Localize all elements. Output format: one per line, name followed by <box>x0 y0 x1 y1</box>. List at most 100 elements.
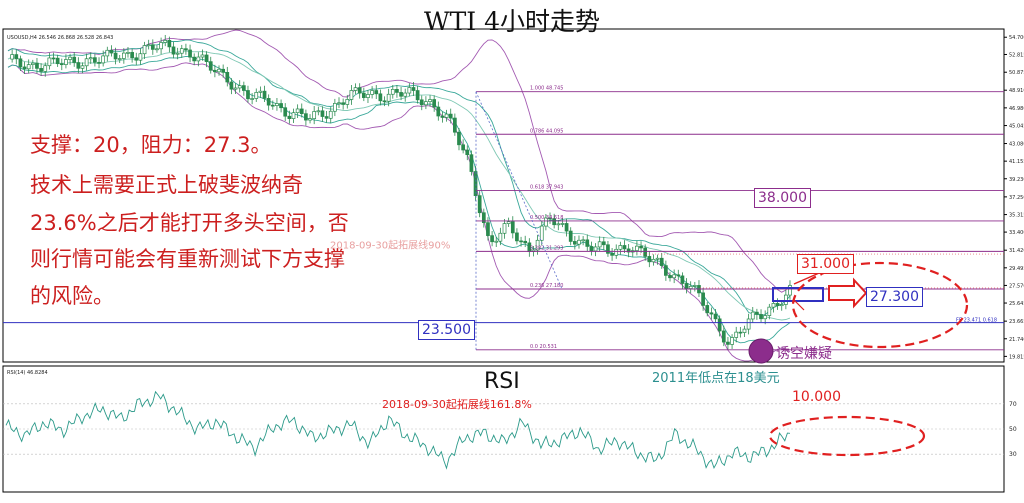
candle-body <box>395 88 399 93</box>
candle-body <box>651 258 656 263</box>
candle-body <box>184 48 188 51</box>
low-2011-note: 2011年低点在18美元 <box>652 371 780 386</box>
fe-label: FE 23.471 0.618 <box>956 318 997 324</box>
candle-body <box>424 101 428 106</box>
candle-body <box>730 337 734 345</box>
candle-body <box>734 331 739 338</box>
candle-body <box>461 144 465 151</box>
candle-body <box>535 239 540 251</box>
candle-body <box>664 265 668 276</box>
commentary-line-1: 支撑：20，阻力：27.3。 <box>30 133 272 157</box>
candle-body <box>742 328 747 333</box>
commentary-line-3: 23.6%之后才能打开多头空间，否 <box>30 211 349 235</box>
candle-body <box>270 104 275 107</box>
candle-body <box>755 311 759 315</box>
price-axis-label: 52.815 <box>1009 52 1024 58</box>
candle-body <box>68 56 72 60</box>
price-axis-label: 50.875 <box>1009 70 1024 76</box>
candle-body <box>453 117 457 133</box>
candle-body <box>473 171 478 196</box>
candle-body <box>217 68 221 73</box>
candle-body <box>498 232 503 242</box>
candle-body <box>444 113 449 118</box>
trap-marker-icon <box>748 338 774 364</box>
candle-body <box>134 57 139 61</box>
downside-arrow-line <box>793 299 805 311</box>
inner-upper-band <box>7 39 791 316</box>
candle-body <box>577 239 581 245</box>
commentary-line-4: 则行情可能会有重新测试下方支撑 <box>30 247 345 271</box>
candle-body <box>10 54 14 60</box>
commentary-line-2: 技术上需要正式上破斐波纳奇 <box>30 173 303 197</box>
candle-body <box>279 103 283 109</box>
rsi-axis-label: 30 <box>1009 451 1017 458</box>
price-axis-label: 31.420 <box>1009 248 1024 254</box>
candle-body <box>93 57 97 63</box>
candle-body <box>312 111 317 120</box>
candle-body <box>208 61 213 71</box>
candle-body <box>688 285 693 289</box>
candle-body <box>163 40 168 43</box>
inner-lower-band <box>7 55 791 344</box>
candle-body <box>337 102 341 105</box>
candle-body <box>419 99 424 106</box>
candle-body <box>246 90 250 100</box>
candle-body <box>775 303 780 307</box>
candle-body <box>126 52 130 54</box>
rsi-level-box-10: 10.000 <box>792 389 841 405</box>
candle-body <box>779 304 784 307</box>
candle-body <box>523 240 528 244</box>
candle-body <box>390 88 395 95</box>
candle-body <box>299 108 304 115</box>
price-axis-label: 46.980 <box>1009 106 1024 112</box>
candle-body <box>155 48 159 51</box>
candle-body <box>448 113 453 119</box>
candle-body <box>746 318 751 330</box>
candle-body <box>490 235 494 243</box>
candle-body <box>97 61 101 64</box>
candle-body <box>138 53 143 61</box>
candle-body <box>237 85 242 89</box>
fib-level-label: 0.236 27.180 <box>530 283 563 289</box>
candle-body <box>258 90 263 93</box>
candle-body <box>494 240 499 243</box>
level-box-38: 38.000 <box>754 188 811 208</box>
price-axis-label: 25.645 <box>1009 301 1024 307</box>
candle-body <box>428 99 432 102</box>
candle-body <box>167 40 172 48</box>
candle-body <box>14 54 19 60</box>
bollinger-middle-band <box>7 50 791 321</box>
candle-body <box>22 66 27 70</box>
candle-body <box>469 154 474 172</box>
candle-body <box>403 92 408 97</box>
candle-body <box>262 90 267 99</box>
candle-body <box>366 94 370 98</box>
price-axis-label: 27.570 <box>1009 283 1024 289</box>
candle-body <box>254 92 259 99</box>
candle-body <box>610 253 614 256</box>
level-box-27-3: 27.300 <box>866 287 923 307</box>
candle-body <box>188 49 192 58</box>
candle-body <box>692 285 697 287</box>
candle-body <box>308 118 312 121</box>
candle-body <box>432 99 437 108</box>
fib-level-label: 1.000 48.745 <box>530 86 563 92</box>
rsi-axis-label: 50 <box>1009 426 1017 433</box>
candle-body <box>622 245 627 250</box>
candle-body <box>759 314 763 320</box>
candle-body <box>680 275 685 284</box>
candle-body <box>639 245 643 249</box>
candle-body <box>150 44 155 50</box>
candle-body <box>676 274 681 277</box>
candle-body <box>105 49 110 57</box>
candle-body <box>283 107 288 117</box>
candle-body <box>552 218 557 226</box>
candle-body <box>544 217 548 227</box>
main-panel-frame <box>2 28 1005 363</box>
candle-body <box>316 110 321 113</box>
candle-body <box>142 45 147 55</box>
candle-body <box>320 110 325 117</box>
rsi-title: RSI <box>484 369 520 394</box>
candle-body <box>560 223 565 225</box>
